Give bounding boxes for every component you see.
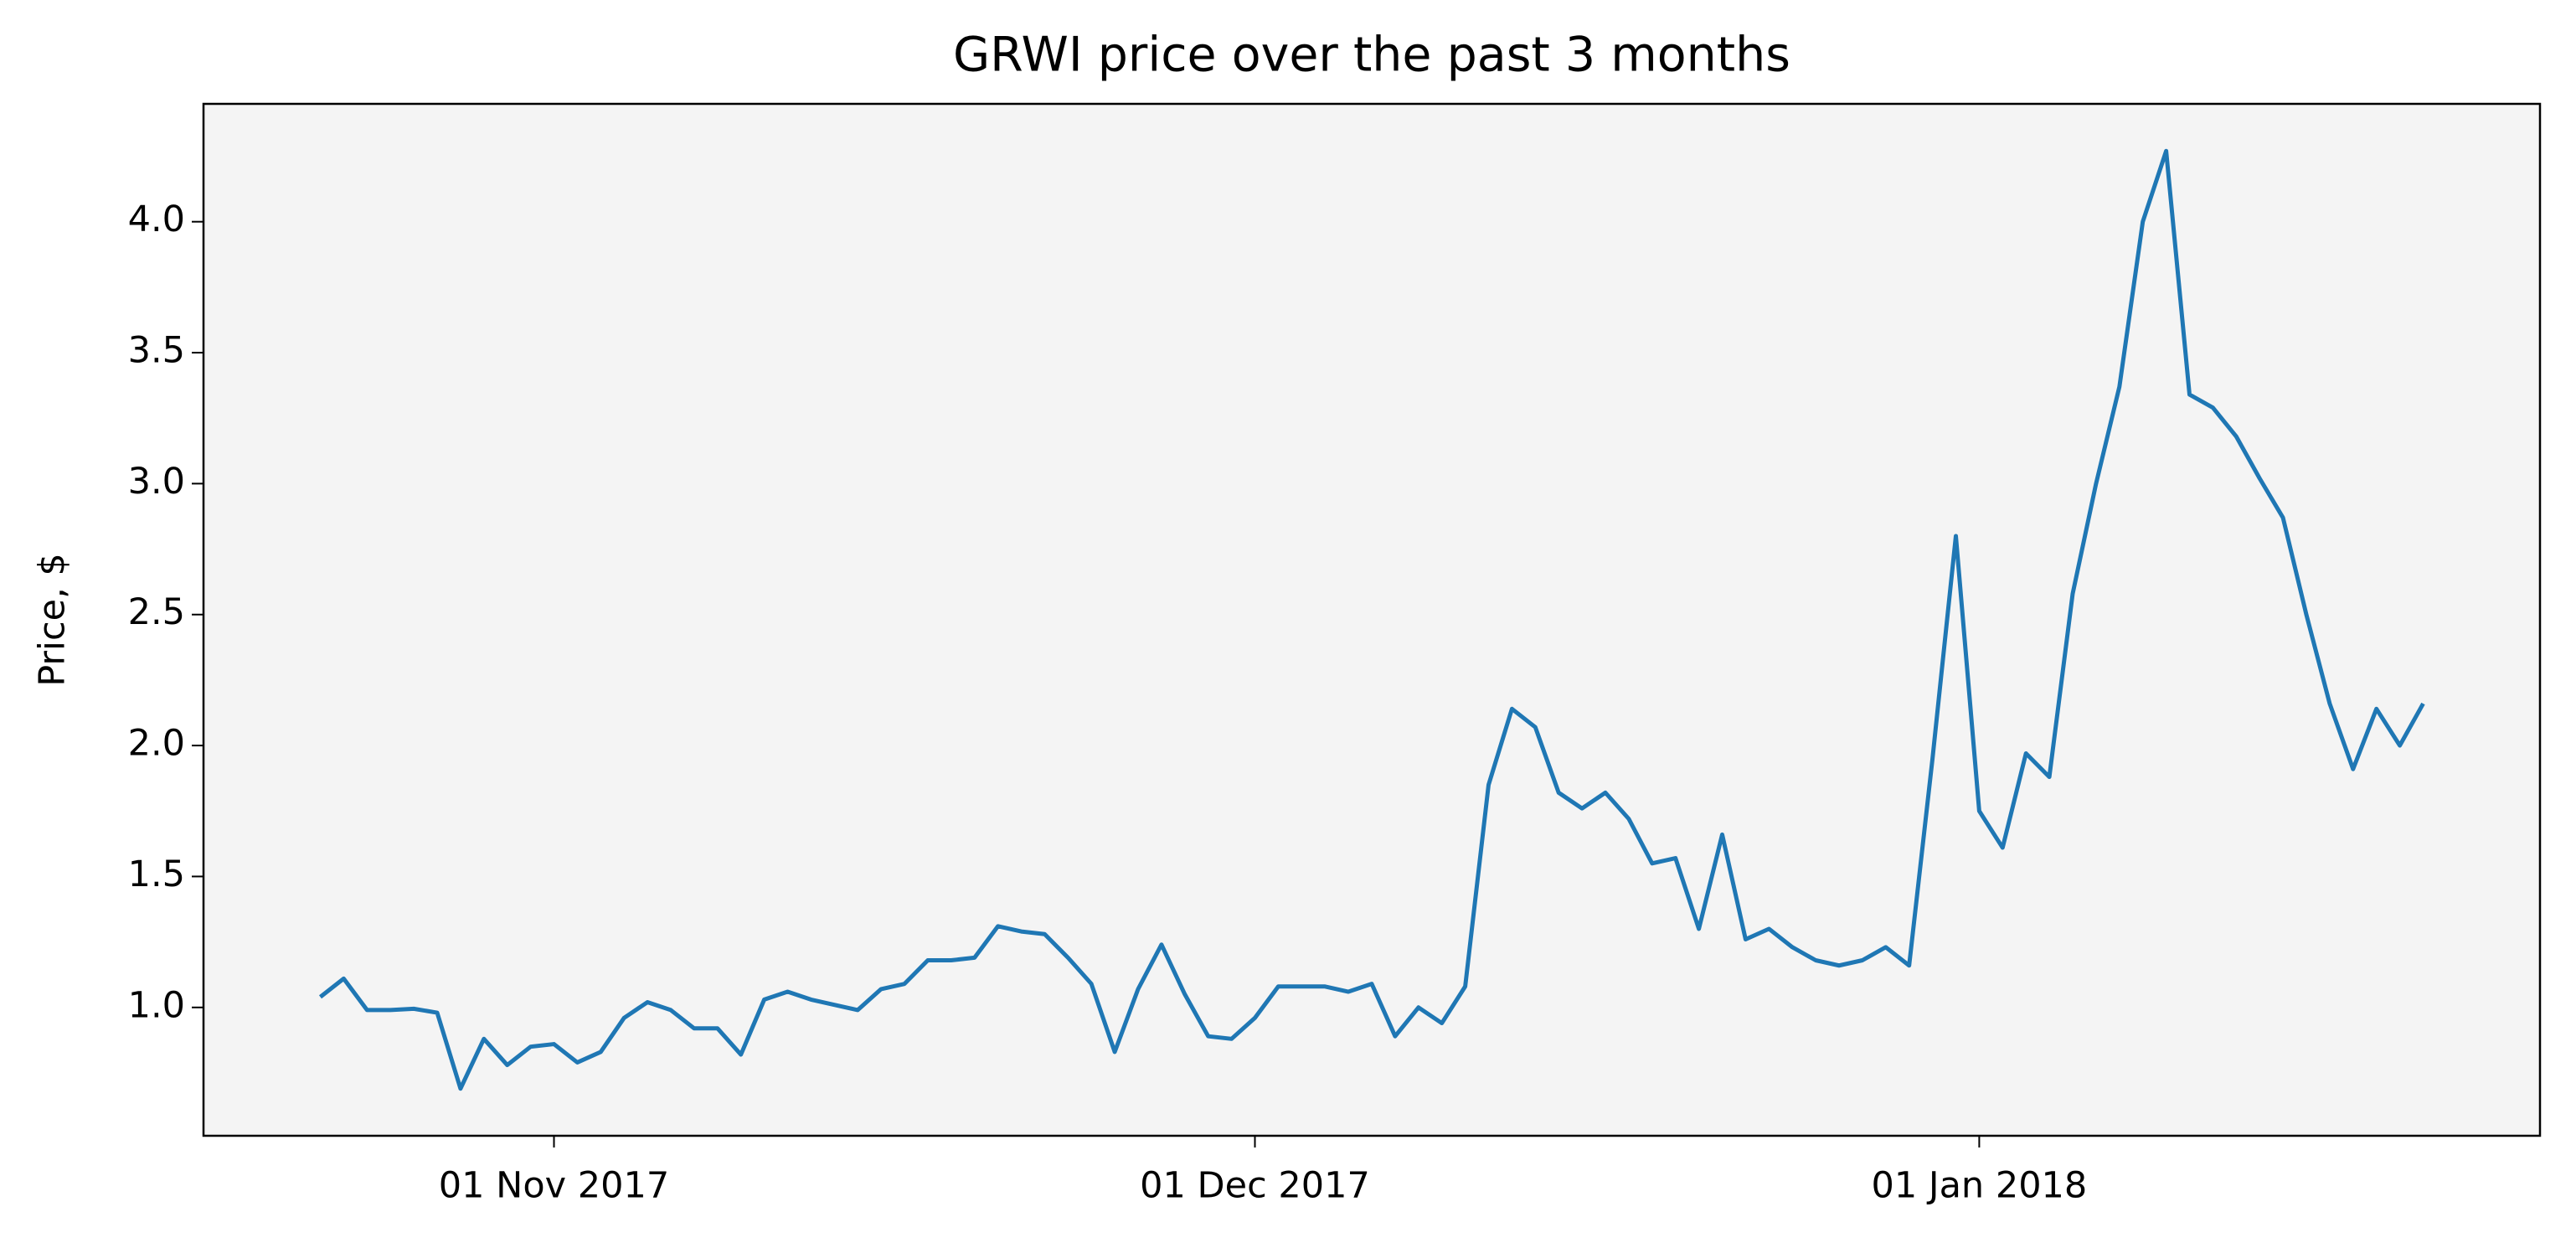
y-tick-label: 3.0 [128,461,185,503]
chart-title: GRWI price over the past 3 months [953,28,1790,83]
y-tick-label: 1.5 [128,853,185,895]
x-tick-label: 01 Dec 2017 [1140,1165,1370,1207]
y-tick-label: 2.5 [128,591,185,633]
plot-frame [202,102,2542,1137]
y-axis-label: Price, $ [32,553,74,687]
y-tick-label: 3.5 [128,330,185,372]
plot-area [204,104,2540,1136]
x-tick-label: 01 Jan 2018 [1872,1165,2088,1207]
price-line [318,148,2425,1091]
x-tick-label: 01 Nov 2017 [439,1165,669,1207]
y-tick-label: 2.0 [128,723,185,765]
y-tick-label: 4.0 [128,199,185,240]
y-tick-label: 1.0 [128,984,185,1026]
